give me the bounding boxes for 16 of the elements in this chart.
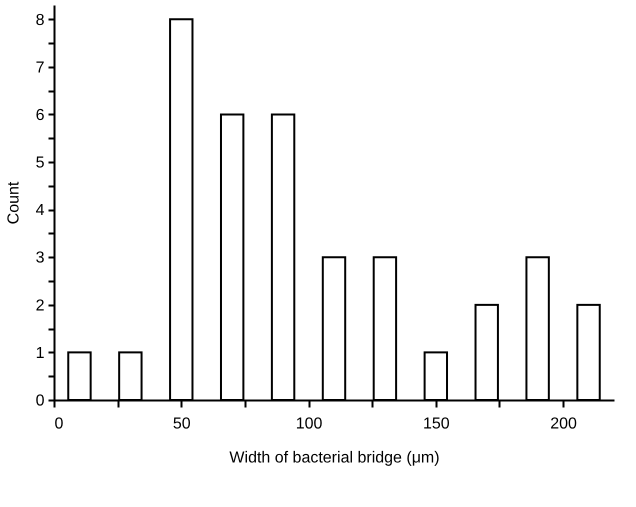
x-tick-label: 50: [172, 416, 191, 432]
y-tick-label: 3: [36, 250, 45, 267]
y-tick-label: 8: [36, 12, 45, 29]
y-tick-label: 7: [36, 59, 45, 76]
x-axis-title: Width of bacterial bridge (μm): [229, 450, 440, 466]
y-tick-label: 2: [36, 297, 45, 314]
x-tick-label: 100: [296, 416, 322, 432]
y-tick-label: 6: [36, 106, 45, 124]
x-tick-label: 150: [422, 416, 450, 432]
y-axis-title: Count: [6, 181, 23, 224]
y-tick-label: 0: [36, 392, 45, 410]
y-tick-label: 5: [36, 154, 45, 172]
x-tick-label: 0: [54, 416, 64, 432]
y-tick-label: 1: [36, 344, 45, 362]
x-tick-label: 200: [550, 416, 578, 432]
y-tick-label: 4: [36, 202, 45, 220]
